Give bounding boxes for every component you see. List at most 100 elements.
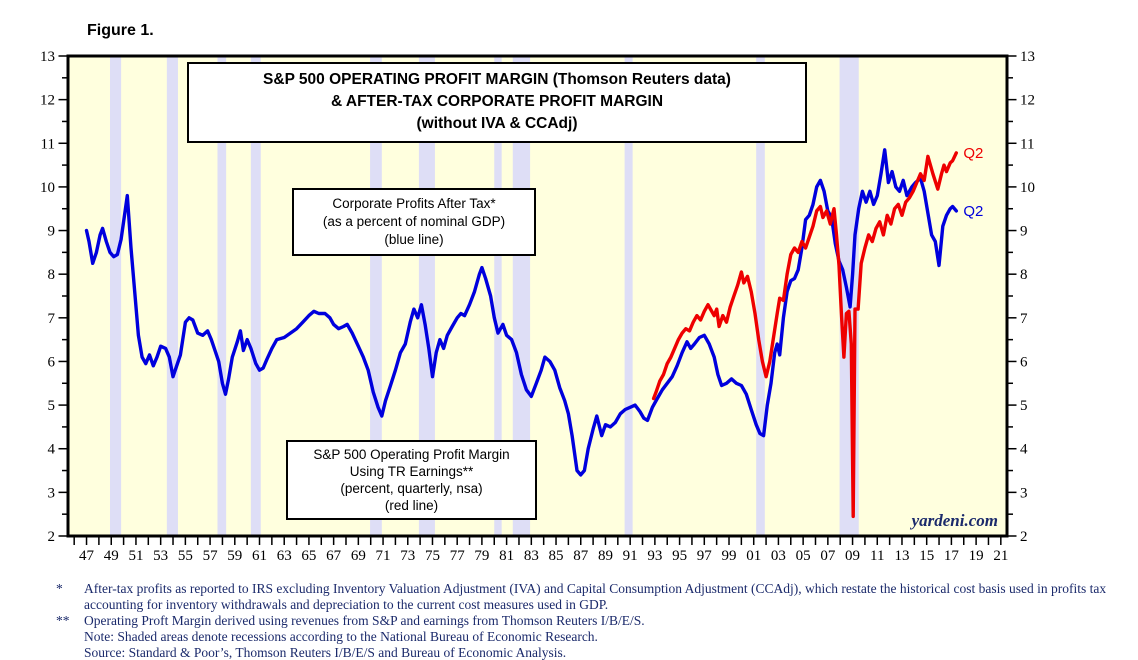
- recession-band: [166, 56, 178, 536]
- x-axis-label: 59: [227, 548, 242, 564]
- x-axis-label: 21: [993, 548, 1008, 564]
- x-axis-label: 71: [376, 548, 391, 564]
- x-axis-label: 57: [203, 548, 219, 564]
- x-axis-label: 49: [104, 548, 119, 564]
- recession-band: [217, 56, 227, 536]
- yardeni-watermark: yardeni.com: [911, 511, 998, 530]
- x-axis-label: 19: [969, 548, 984, 564]
- annotation-line: (percent, quarterly, nsa): [340, 481, 483, 496]
- x-axis-label: 87: [573, 548, 589, 564]
- y-axis-label-left: 10: [40, 180, 55, 196]
- y-axis-label-right: 2: [1020, 529, 1028, 545]
- x-axis-label: 03: [771, 548, 786, 564]
- y-axis-label-left: 2: [48, 529, 56, 545]
- x-axis-label: 97: [697, 548, 713, 564]
- x-axis-label: 89: [598, 548, 613, 564]
- x-axis-label: 11: [870, 548, 884, 564]
- x-axis-label: 81: [499, 548, 514, 564]
- series-line-red: [651, 151, 958, 519]
- chart-title-line: & AFTER-TAX CORPORATE PROFIT MARGIN: [330, 93, 664, 110]
- x-axis-label: 13: [894, 548, 909, 564]
- x-axis-label: 67: [326, 548, 342, 564]
- chart-title-box: S&P 500 OPERATING PROFIT MARGIN (Thomson…: [187, 62, 807, 143]
- recession-band: [624, 56, 633, 536]
- x-axis-label: 99: [722, 548, 737, 564]
- x-axis-label: 05: [796, 548, 811, 564]
- y-axis-label-left: 3: [48, 485, 56, 501]
- x-axis-label: 65: [301, 548, 316, 564]
- recession-band: [250, 56, 261, 536]
- figure-label: Figure 1.: [87, 22, 154, 39]
- x-axis-label: 01: [746, 548, 761, 564]
- footnote-text: Note: Shaded areas denote recessions acc…: [84, 629, 598, 644]
- series-end-label-red: Q2: [963, 145, 983, 162]
- y-axis-label-left: 4: [48, 442, 56, 458]
- footnote-row: * After-tax profits as reported to IRS e…: [48, 581, 1120, 613]
- recession-band: [110, 56, 122, 536]
- y-axis-label-right: 5: [1020, 398, 1028, 414]
- x-axis-label: 15: [919, 548, 934, 564]
- y-axis-label-right: 9: [1020, 224, 1028, 240]
- x-axis-label: 07: [820, 548, 836, 564]
- footnote-row: Source: Standard & Poor’s, Thomson Reute…: [48, 645, 1120, 660]
- x-axis-label: 55: [178, 548, 193, 564]
- y-axis-label-right: 7: [1020, 311, 1028, 327]
- footnote-text: Operating Proft Margin derived using rev…: [84, 613, 645, 628]
- x-axis-label: 95: [672, 548, 687, 564]
- footnote-marker: **: [56, 613, 70, 628]
- y-axis-label-left: 5: [48, 398, 56, 414]
- y-axis-label-right: 13: [1020, 49, 1035, 65]
- annotation-line: S&P 500 Operating Profit Margin: [313, 447, 510, 462]
- x-axis-label: 09: [845, 548, 860, 564]
- x-axis-label: 61: [252, 548, 267, 564]
- series-end-label-blue: Q2: [963, 203, 983, 220]
- x-axis-label: 69: [351, 548, 366, 564]
- footnote-text: After-tax profits as reported to IRS exc…: [84, 581, 1107, 612]
- x-axis-label: 73: [400, 548, 415, 564]
- y-axis-label-left: 11: [41, 136, 55, 152]
- x-axis-label: 51: [128, 548, 143, 564]
- x-axis-label: 77: [450, 548, 466, 564]
- y-axis-label-right: 3: [1020, 485, 1028, 501]
- y-axis-label-right: 4: [1020, 442, 1028, 458]
- recession-band: [418, 56, 435, 536]
- annotation-line: (blue line): [384, 232, 444, 247]
- x-axis-label: 93: [647, 548, 662, 564]
- footnote-text: Source: Standard & Poor’s, Thomson Reute…: [84, 645, 567, 660]
- annotation-blue-series: Corporate Profits After Tax* (as a perce…: [292, 188, 536, 256]
- x-axis-label: 91: [623, 548, 638, 564]
- x-axis-label: 17: [944, 548, 960, 564]
- y-axis-label-right: 8: [1020, 267, 1028, 283]
- y-axis-label-right: 11: [1020, 136, 1034, 152]
- y-axis-label-left: 6: [48, 354, 56, 370]
- y-axis-label-right: 10: [1020, 180, 1035, 196]
- y-axis-label-left: 7: [48, 311, 56, 327]
- footnote-marker: *: [56, 581, 63, 596]
- y-axis-label-left: 8: [48, 267, 56, 283]
- recession-band: [370, 56, 382, 536]
- footnote-row: Note: Shaded areas denote recessions acc…: [48, 629, 1120, 645]
- y-axis-label-right: 6: [1020, 354, 1028, 370]
- x-axis-label: 63: [277, 548, 292, 564]
- y-axis-label-left: 13: [40, 49, 55, 65]
- recession-band: [494, 56, 502, 536]
- y-axis-label-right: 12: [1020, 93, 1035, 109]
- x-axis-label: 83: [524, 548, 539, 564]
- x-axis-label: 79: [474, 548, 489, 564]
- x-axis-label: 53: [153, 548, 168, 564]
- plot-frame: [66, 54, 1009, 538]
- annotation-line: Using TR Earnings**: [349, 464, 474, 479]
- annotation-line: Corporate Profits After Tax*: [332, 196, 496, 211]
- x-axis-label: 75: [425, 548, 440, 564]
- annotation-red-series: S&P 500 Operating Profit Margin Using TR…: [286, 440, 537, 520]
- recession-band: [512, 56, 531, 536]
- y-axis-label-left: 9: [48, 224, 56, 240]
- footnotes: * After-tax profits as reported to IRS e…: [48, 581, 1120, 660]
- chart-title-line: S&P 500 OPERATING PROFIT MARGIN (Thomson…: [263, 71, 731, 88]
- annotation-line: (as a percent of nominal GDP): [322, 214, 506, 229]
- annotation-line: (red line): [384, 498, 439, 513]
- y-axis-label-left: 12: [40, 93, 55, 109]
- chart-title-line: (without IVA & CCAdj): [416, 115, 578, 132]
- x-axis-label: 85: [549, 548, 564, 564]
